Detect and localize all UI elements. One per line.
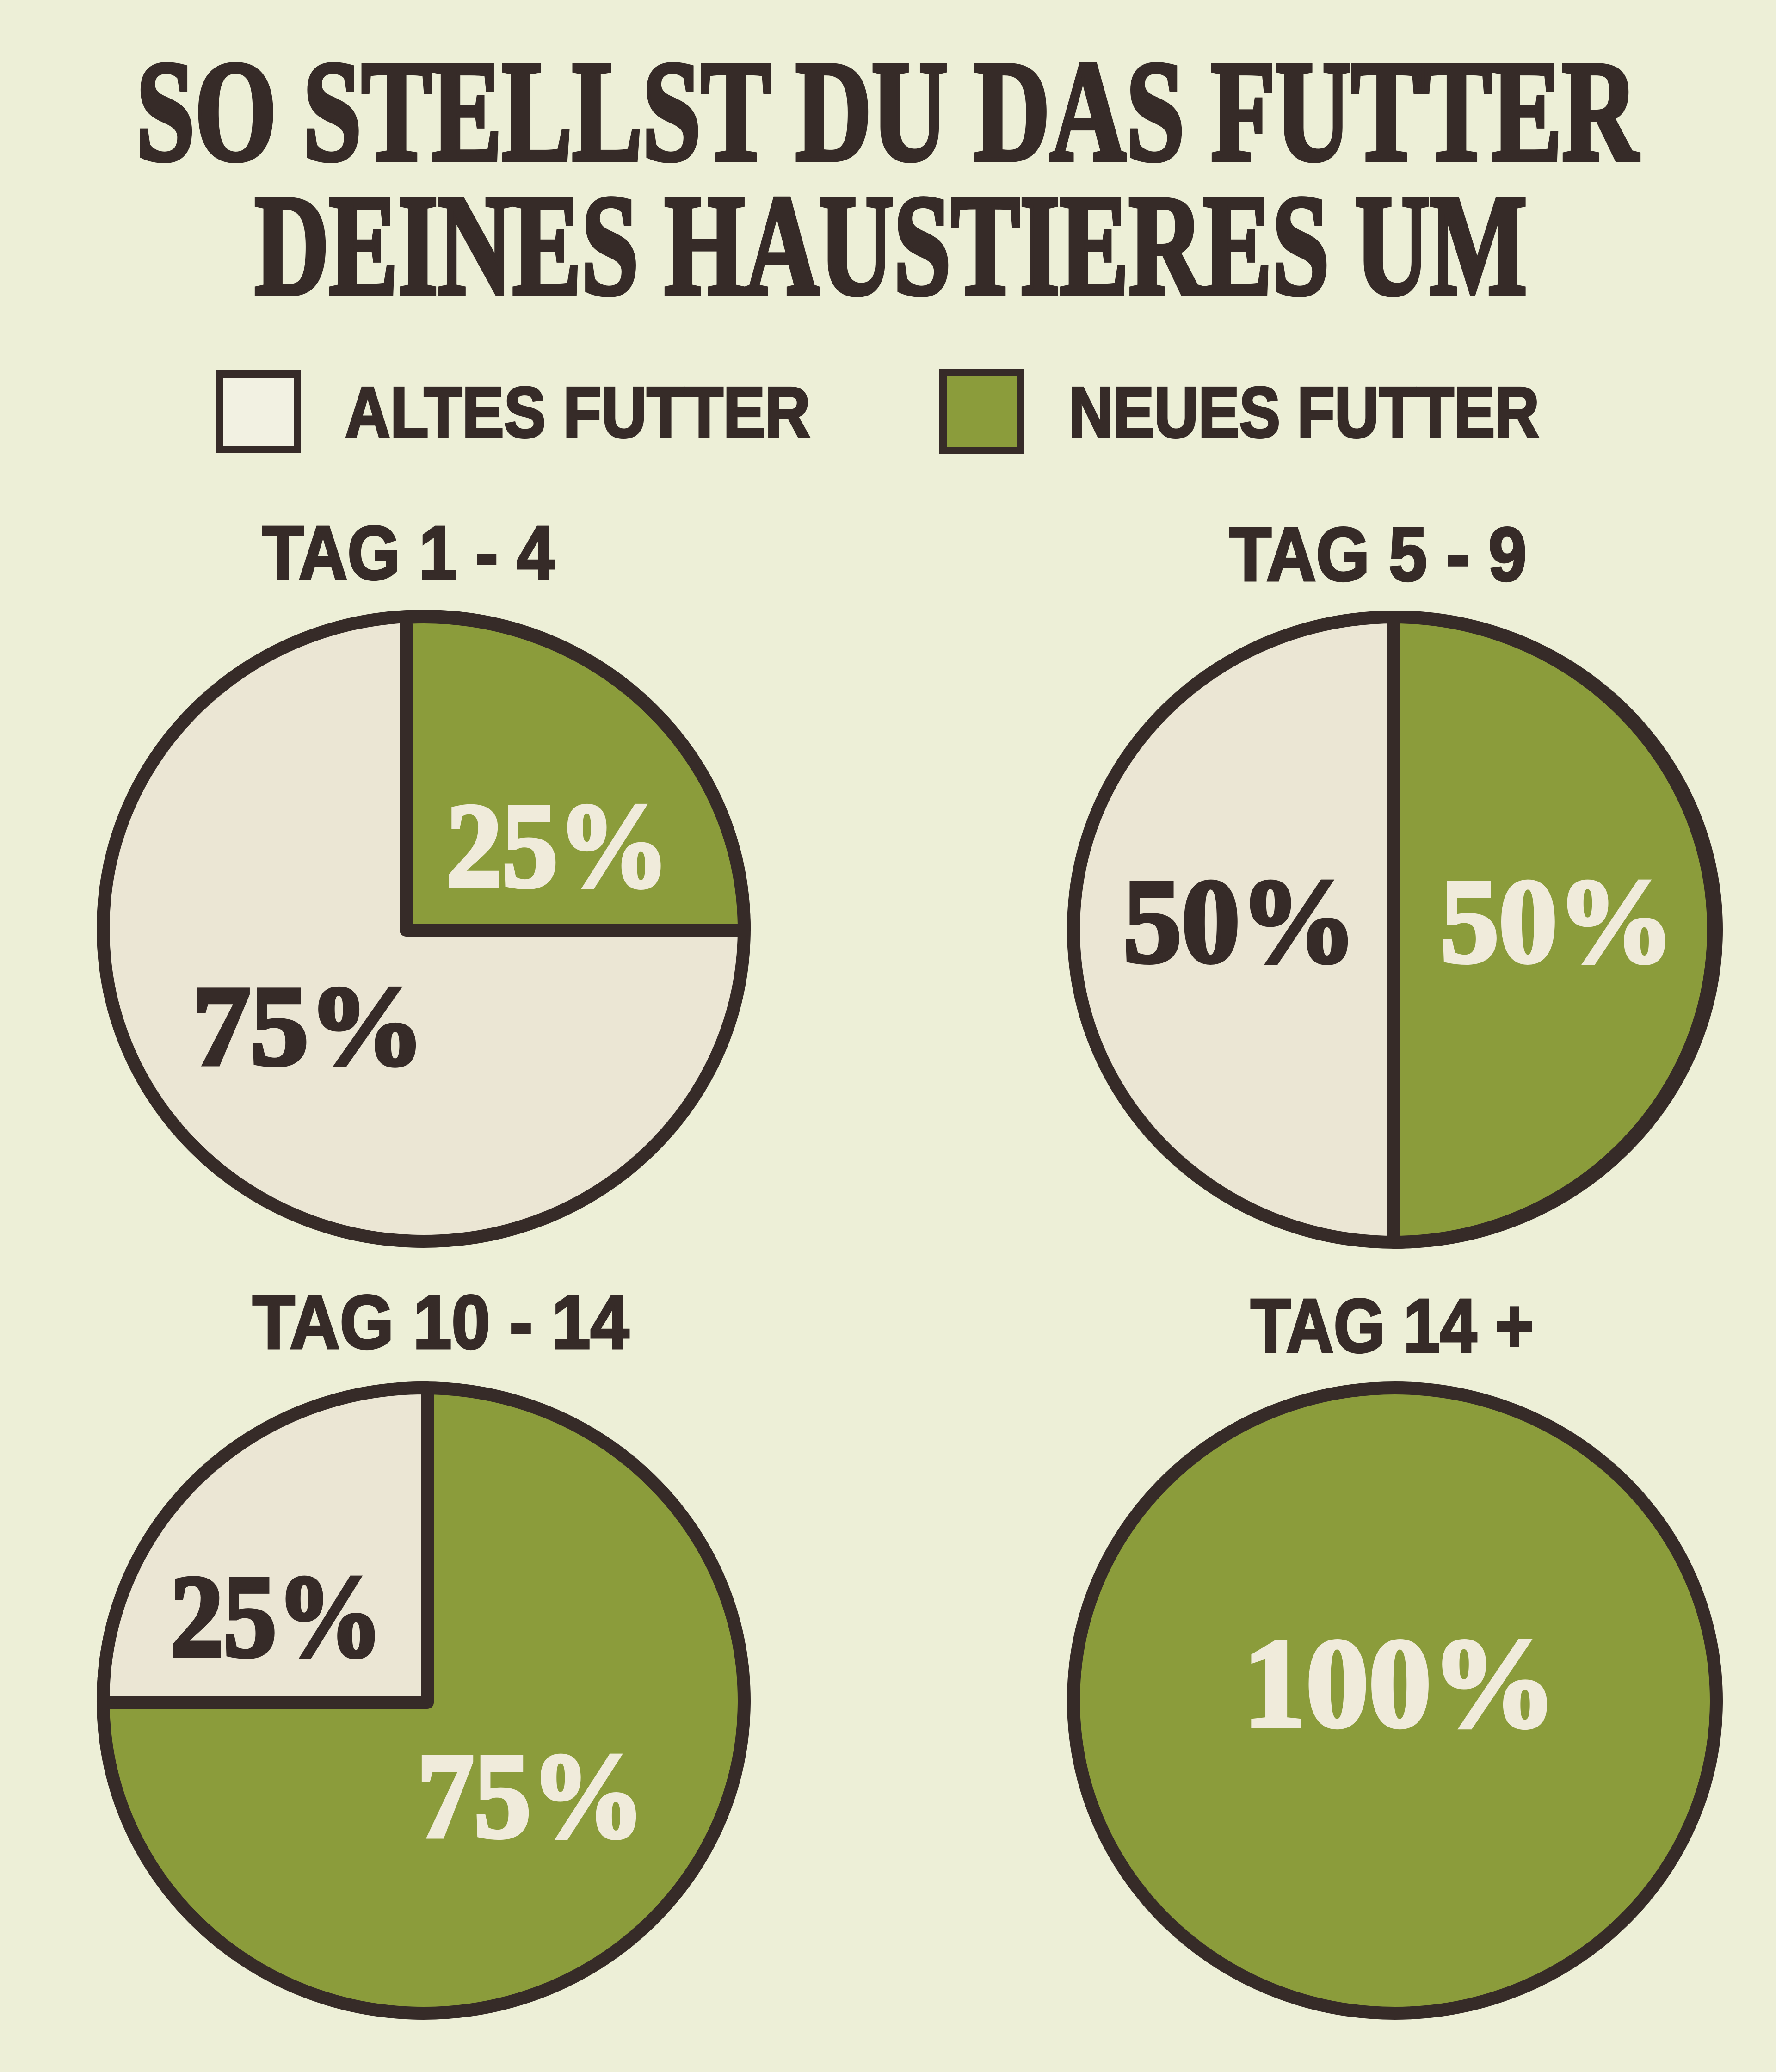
svg-text:100%: 100%	[1243, 1612, 1557, 1754]
svg-text:25%: 25%	[446, 779, 669, 913]
svg-text:TAG 5 - 9: TAG 5 - 9	[1229, 512, 1527, 597]
svg-text:75%: 75%	[192, 963, 425, 1089]
svg-text:DEINES HAUSTIERES UM: DEINES HAUSTIERES UM	[255, 166, 1527, 325]
svg-text:ALTES FUTTER: ALTES FUTTER	[345, 372, 810, 452]
svg-text:TAG 10 - 14: TAG 10 - 14	[253, 1280, 629, 1364]
svg-text:75%: 75%	[417, 1728, 645, 1863]
svg-text:SO STELLST DU DAS FUTTER: SO STELLST DU DAS FUTTER	[136, 32, 1640, 191]
svg-text:TAG 1 - 4: TAG 1 - 4	[262, 511, 555, 595]
svg-text:25%: 25%	[170, 1551, 383, 1681]
svg-text:TAG 14 +: TAG 14 +	[1251, 1283, 1534, 1368]
svg-text:NEUES FUTTER: NEUES FUTTER	[1069, 372, 1539, 452]
svg-text:50%: 50%	[1123, 855, 1357, 988]
svg-text:50%: 50%	[1441, 855, 1674, 988]
